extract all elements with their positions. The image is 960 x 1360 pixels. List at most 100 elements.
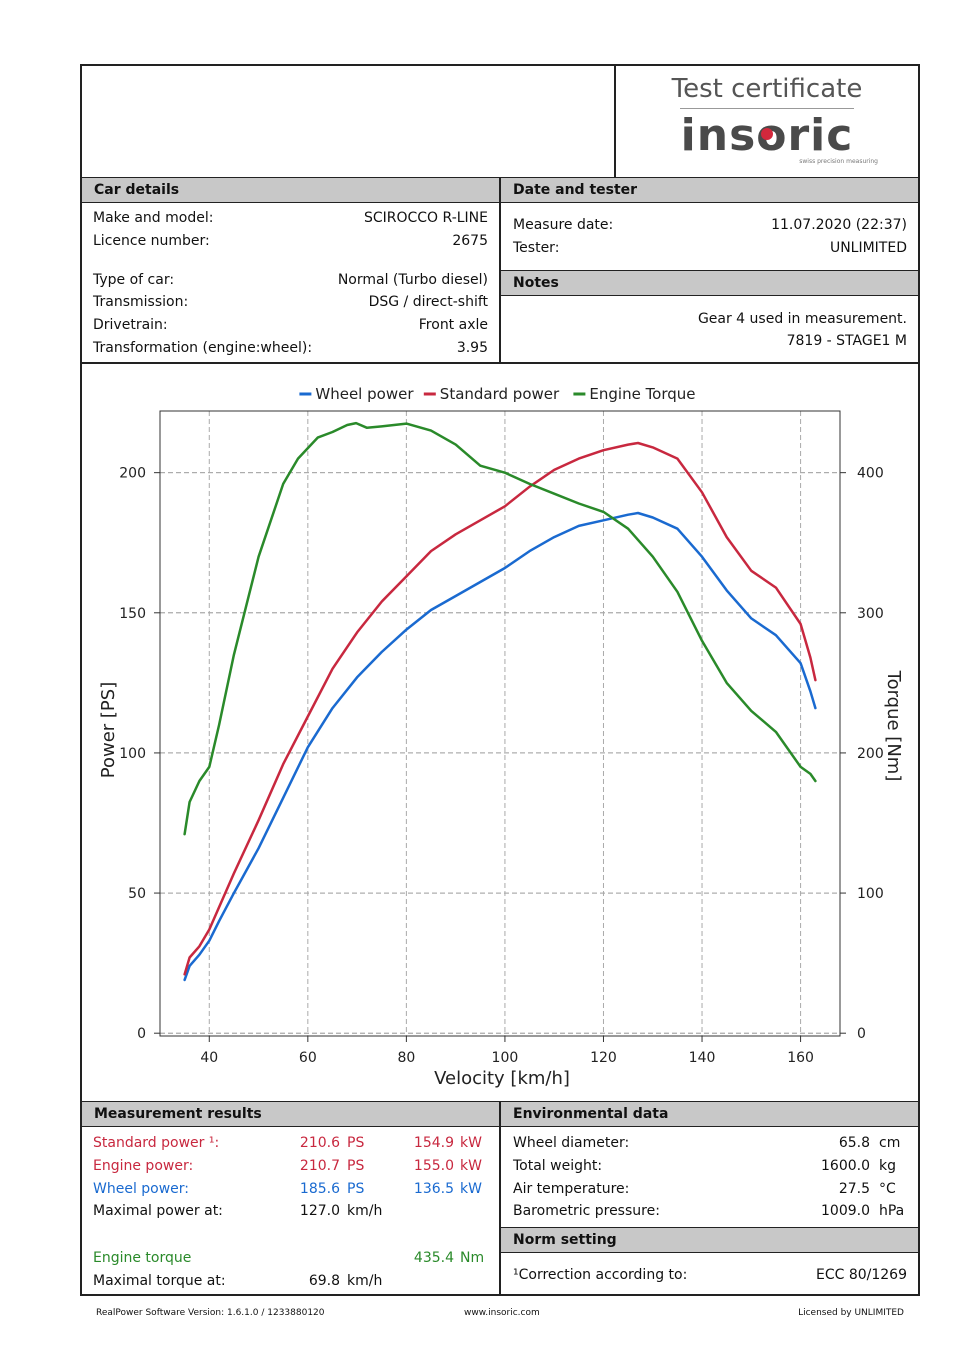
legend-label-wheel-power: Wheel power	[315, 385, 414, 403]
y-tick-label: 100	[119, 746, 146, 762]
y-tick-label: 200	[119, 466, 146, 482]
date-tester-header: Date and tester	[501, 177, 918, 203]
plot-area-border	[159, 410, 841, 1037]
wheel-power-kw: 136.5	[413, 1181, 454, 1197]
wheel-power-ps-unit: PS	[347, 1181, 365, 1197]
y2-tick-label: 400	[857, 466, 884, 482]
engine-power-ps-unit: PS	[347, 1158, 365, 1174]
x-tick-label: 80	[397, 1050, 415, 1066]
correction-value: ECC 80/1269	[815, 1267, 907, 1283]
legend-label-standard-power: Standard power	[440, 385, 560, 403]
wheel-power-ps: 185.6	[299, 1181, 340, 1197]
engine-torque-unit: Nm	[460, 1250, 485, 1266]
x-tick-label: 100	[492, 1050, 519, 1066]
max-torque-value: 69.8	[308, 1273, 340, 1289]
max-power-label: Maximal power at:	[93, 1203, 223, 1219]
transmission-value: DSG / direct-shift	[368, 294, 488, 310]
logo-accent-dot	[761, 128, 773, 140]
chart-top-border	[80, 362, 920, 364]
y2-axis-label: Torque [Nm]	[883, 670, 904, 782]
legend-label-engine-torque: Engine Torque	[589, 385, 695, 403]
header-divider	[614, 64, 616, 177]
barometric-pressure-value: 1009.0	[821, 1203, 870, 1219]
max-power-value: 127.0	[299, 1203, 340, 1219]
chart-legend: Wheel power Standard power Engine Torque	[299, 385, 696, 403]
notes-line-2: 7819 - STAGE1 M	[786, 333, 907, 349]
engine-power-kw: 155.0	[413, 1158, 454, 1174]
max-power-unit: km/h	[347, 1203, 383, 1219]
air-temperature-label: Air temperature:	[513, 1181, 630, 1197]
x-tick-label: 60	[299, 1050, 317, 1066]
y-axis-label: Power [PS]	[98, 682, 119, 778]
engine-power-ps: 210.7	[299, 1158, 340, 1174]
y2-tick-label: 100	[857, 886, 884, 902]
measure-date-value: 11.07.2020 (22:37)	[771, 217, 907, 233]
y-tick-label: 150	[119, 606, 146, 622]
make-model-value: SCIROCCO R-LINE	[363, 210, 488, 226]
air-temperature-unit: °C	[879, 1181, 896, 1197]
max-torque-unit: km/h	[347, 1273, 383, 1289]
wheel-diameter-value: 65.8	[838, 1135, 870, 1151]
car-details-header: Car details	[82, 177, 499, 203]
y-tick-label: 50	[128, 886, 146, 902]
wheel-power-label: Wheel power:	[93, 1181, 190, 1197]
max-torque-label: Maximal torque at:	[93, 1273, 226, 1289]
wheel-diameter-unit: cm	[879, 1135, 901, 1151]
car-type-value: Normal (Turbo diesel)	[337, 272, 488, 288]
engine-torque-label: Engine torque	[93, 1250, 192, 1266]
standard-power-ps-unit: PS	[347, 1135, 365, 1151]
standard-power-kw: 154.9	[413, 1135, 454, 1151]
engine-torque-line	[183, 421, 817, 836]
x-tick-label: 160	[787, 1050, 814, 1066]
barometric-pressure-label: Barometric pressure:	[513, 1203, 660, 1219]
details-divider	[499, 177, 501, 363]
wheel-diameter-label: Wheel diameter:	[513, 1135, 630, 1151]
standard-power-label: Standard power ¹:	[93, 1135, 220, 1151]
logo-block: Test certificate insoric swiss precision…	[648, 70, 886, 170]
transformation-value: 3.95	[456, 340, 488, 356]
air-temperature-value: 27.5	[838, 1181, 870, 1197]
engine-torque-value: 435.4	[413, 1250, 454, 1266]
x-axis-label: Velocity [km/h]	[434, 1068, 570, 1089]
y2-tick-label: 0	[857, 1026, 866, 1042]
standard-power-line	[183, 441, 817, 976]
standard-power-kw-unit: kW	[460, 1135, 482, 1151]
total-weight-unit: kg	[879, 1158, 896, 1174]
certificate-title: Test certificate	[671, 74, 863, 104]
total-weight-label: Total weight:	[513, 1158, 603, 1174]
y2-tick-label: 200	[857, 746, 884, 762]
x-tick-label: 40	[200, 1050, 218, 1066]
measurement-results-header: Measurement results	[82, 1101, 499, 1127]
norm-setting-header: Norm setting	[501, 1227, 918, 1253]
axis-ticks: 40 60 80 100 120 140 160 0 50 100 150 200 0 100 200 300…	[119, 466, 883, 1066]
software-version: RealPower Software Version: 1.6.1.0 / 12…	[96, 1308, 325, 1318]
notes-line-1: Gear 4 used in measurement.	[697, 311, 907, 327]
licence-label: Licence number:	[93, 233, 210, 249]
total-weight-value: 1600.0	[821, 1158, 870, 1174]
website-link[interactable]: www.insoric.com	[464, 1308, 540, 1318]
license-text: Licensed by UNLIMITED	[798, 1308, 904, 1318]
drivetrain-label: Drivetrain:	[93, 317, 168, 333]
engine-power-kw-unit: kW	[460, 1158, 482, 1174]
notes-header: Notes	[501, 270, 918, 296]
licence-value: 2675	[452, 233, 488, 249]
dyno-chart: Wheel power Standard power Engine Torque 4…	[98, 385, 904, 1089]
y-tick-label: 0	[137, 1026, 146, 1042]
standard-power-ps: 210.6	[299, 1135, 340, 1151]
transformation-label: Transformation (engine:wheel):	[93, 340, 313, 356]
chart-series	[183, 421, 817, 982]
y2-tick-label: 300	[857, 606, 884, 622]
barometric-pressure-unit: hPa	[879, 1203, 905, 1219]
wheel-power-line	[183, 511, 817, 982]
engine-power-label: Engine power:	[93, 1158, 194, 1174]
drivetrain-value: Front axle	[418, 317, 488, 333]
tester-value: UNLIMITED	[829, 240, 907, 256]
results-divider	[499, 1101, 501, 1296]
x-tick-label: 140	[689, 1050, 716, 1066]
correction-label: ¹Correction according to:	[513, 1267, 688, 1283]
measure-date-label: Measure date:	[513, 217, 614, 233]
chart-grid	[160, 411, 840, 1036]
car-type-label: Type of car:	[93, 272, 175, 288]
brand-tagline: swiss precision measuring	[799, 158, 878, 165]
tester-label: Tester:	[513, 240, 560, 256]
